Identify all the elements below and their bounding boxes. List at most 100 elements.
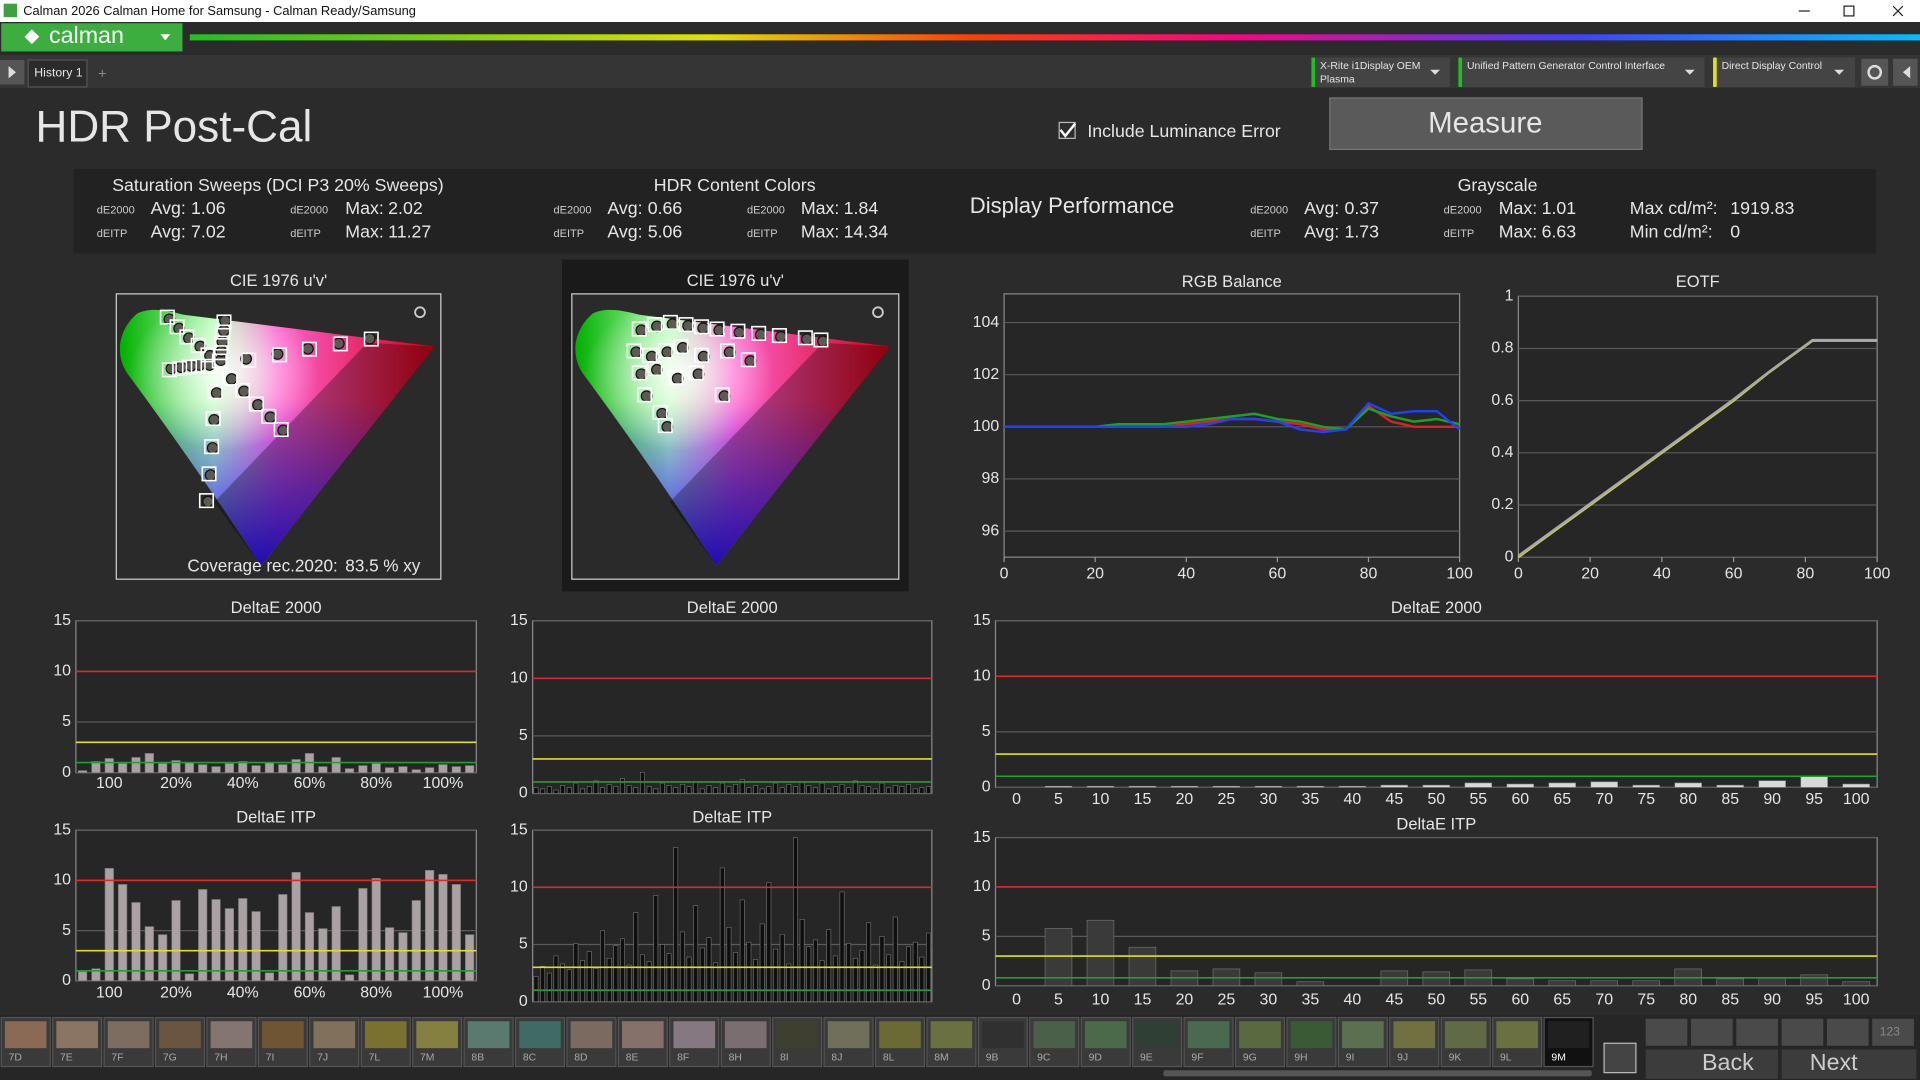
- x-tick-label: 35: [1302, 992, 1320, 1009]
- zoom-icon[interactable]: [414, 306, 426, 319]
- x-tick-label: 5: [1054, 992, 1063, 1009]
- swatch[interactable]: 8F: [669, 1016, 720, 1068]
- bar: [546, 972, 552, 1002]
- bar: [793, 786, 798, 794]
- swatch-label: 8L: [883, 1053, 895, 1064]
- swatch[interactable]: 7E: [52, 1016, 103, 1068]
- swatch[interactable]: 9L: [1492, 1016, 1543, 1068]
- swatch[interactable]: 8J: [823, 1016, 874, 1068]
- x-tick-label: 40: [1344, 791, 1362, 808]
- scrollbar[interactable]: [1163, 1070, 1592, 1077]
- measured-point: [754, 328, 767, 341]
- device-dropdown[interactable]: Direct Display Control: [1713, 57, 1856, 87]
- swatch[interactable]: 8L: [874, 1016, 926, 1068]
- swatch[interactable]: 7J: [309, 1016, 360, 1068]
- y-tick-label: 15: [510, 612, 528, 629]
- control-button[interactable]: [1691, 1018, 1733, 1046]
- y-tick-label: 98: [981, 470, 999, 487]
- swatch[interactable]: 9B: [977, 1016, 1028, 1068]
- swatch[interactable]: 7L: [360, 1016, 411, 1068]
- record-button[interactable]: [1603, 1042, 1637, 1074]
- luminance-value: 0: [1730, 221, 1740, 241]
- back-label[interactable]: Back: [1702, 1049, 1754, 1075]
- swatch[interactable]: 7G: [154, 1016, 206, 1068]
- swatch[interactable]: 9F: [1183, 1016, 1234, 1068]
- metric-label: dE2000: [290, 205, 328, 217]
- swatch[interactable]: 7H: [206, 1016, 257, 1068]
- swatch[interactable]: 9I: [1337, 1016, 1388, 1068]
- device-dropdown[interactable]: Unified Pattern Generator Control Interf…: [1458, 57, 1705, 87]
- swatch[interactable]: 8M: [926, 1016, 977, 1068]
- swatch[interactable]: 7F: [103, 1016, 154, 1068]
- swatch[interactable]: 8D: [566, 1016, 617, 1068]
- control-button[interactable]: [1736, 1018, 1778, 1046]
- target-point: [647, 317, 663, 333]
- swatch[interactable]: 9M: [1543, 1016, 1594, 1068]
- swatch[interactable]: 8E: [617, 1016, 668, 1068]
- bar: [1758, 977, 1786, 987]
- swatch[interactable]: 9K: [1440, 1016, 1491, 1068]
- next-label[interactable]: Next: [1810, 1049, 1858, 1075]
- swatch[interactable]: 9D: [1080, 1016, 1131, 1068]
- x-tick-label: 70: [1595, 791, 1613, 808]
- bar: [465, 934, 475, 982]
- zoom-icon[interactable]: [872, 306, 884, 319]
- control-button[interactable]: [1645, 1018, 1688, 1046]
- swatch[interactable]: 8I: [772, 1016, 823, 1068]
- measured-point: [210, 387, 223, 399]
- chart-title: DeltaE 2000: [231, 598, 322, 617]
- collapse-button[interactable]: [1893, 58, 1918, 86]
- bar: [131, 757, 141, 773]
- swatch[interactable]: 9G: [1234, 1016, 1286, 1068]
- bar: [1338, 785, 1367, 788]
- bar: [633, 912, 639, 1002]
- bar: [104, 868, 114, 982]
- bar: [872, 964, 878, 1002]
- bar: [264, 972, 275, 982]
- swatch-label: 7I: [266, 1053, 275, 1064]
- target-point: [668, 369, 684, 385]
- x-tick-label: 40: [1344, 992, 1362, 1009]
- swatch[interactable]: 9E: [1132, 1016, 1183, 1068]
- measured-point: [651, 320, 663, 333]
- x-tick-label: 20%: [160, 984, 192, 1001]
- swatch[interactable]: 8H: [720, 1016, 771, 1068]
- measured-point: [175, 361, 188, 374]
- measure-button[interactable]: [1329, 97, 1643, 150]
- control-button[interactable]: [1826, 1018, 1869, 1046]
- y-tick-label: 15: [973, 829, 991, 846]
- add-tab[interactable]: +: [98, 67, 107, 83]
- bar: [819, 960, 825, 1002]
- bar: [859, 785, 865, 794]
- plot-area: [994, 836, 1878, 987]
- target-point: [205, 411, 221, 427]
- target-point: [688, 365, 704, 381]
- y-tick-label: 104: [973, 314, 1000, 331]
- x-tick-label: 0: [1012, 791, 1021, 808]
- window-controls[interactable]: [1798, 5, 1904, 17]
- swatch[interactable]: 9J: [1389, 1016, 1440, 1068]
- device-dropdown[interactable]: X-Rite i1Display OEM Plasma: [1311, 57, 1450, 87]
- swatch[interactable]: 7D: [0, 1016, 51, 1068]
- swatch[interactable]: 9C: [1029, 1016, 1080, 1068]
- swatch-color: [879, 1021, 921, 1049]
- nav-button[interactable]: [1645, 1049, 1778, 1079]
- bar: [919, 956, 925, 1002]
- bar: [593, 968, 599, 1002]
- swatch[interactable]: 8C: [514, 1016, 566, 1068]
- y-tick-label: 1: [1505, 288, 1514, 305]
- swatch[interactable]: 7I: [257, 1016, 308, 1068]
- swatch[interactable]: 8B: [463, 1016, 514, 1068]
- tab[interactable]: [27, 59, 88, 88]
- settings-button[interactable]: [1861, 58, 1889, 86]
- swatch[interactable]: 7M: [412, 1016, 463, 1068]
- bar: [686, 956, 692, 1002]
- swatch[interactable]: 9H: [1286, 1016, 1337, 1068]
- checkbox[interactable]: [1058, 121, 1077, 139]
- bar: [886, 787, 892, 794]
- nav-button[interactable]: [1781, 1049, 1917, 1079]
- control-button[interactable]: [1872, 1018, 1914, 1046]
- x-tick-label: 100: [1864, 565, 1891, 582]
- control-button[interactable]: [1781, 1018, 1824, 1046]
